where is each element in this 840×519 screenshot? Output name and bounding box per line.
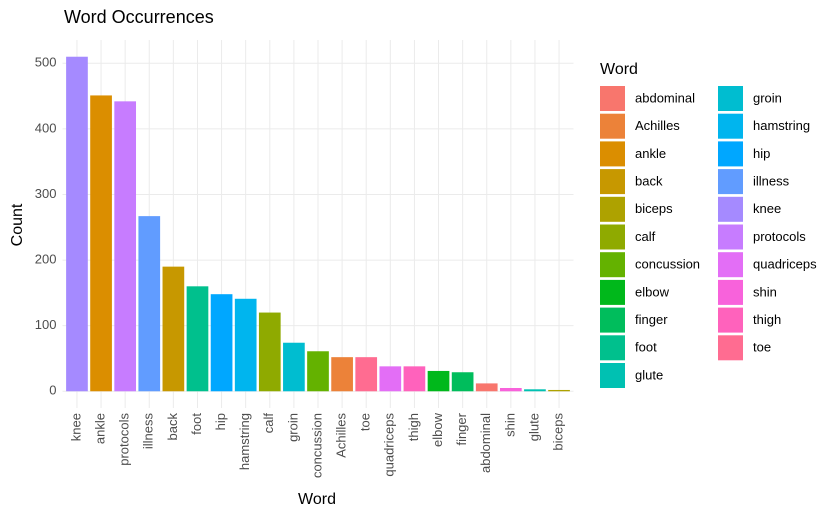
legend-label: finger — [635, 312, 668, 327]
bar — [524, 389, 546, 392]
legend-swatch — [718, 196, 743, 222]
legend-label: ankle — [635, 146, 666, 161]
legend-swatch — [718, 86, 743, 111]
legend-swatch — [600, 169, 625, 195]
legend-swatch — [718, 224, 743, 250]
bar — [427, 370, 450, 392]
x-tick-label: thigh — [406, 413, 421, 441]
legend-title: Word — [600, 61, 638, 78]
x-tick-label: hamstring — [237, 413, 252, 470]
bar — [548, 389, 570, 392]
bar — [475, 383, 498, 392]
x-tick-label: foot — [189, 413, 204, 435]
x-axis-label: Word — [298, 491, 336, 508]
x-tick-label: finger — [454, 412, 469, 445]
x-tick-label: ankle — [93, 413, 108, 444]
legend-swatch — [718, 307, 743, 333]
bar — [283, 342, 305, 392]
legend-swatch — [718, 335, 743, 361]
bar — [379, 366, 402, 392]
bar — [234, 298, 257, 392]
legend-swatch — [600, 224, 625, 250]
bar — [114, 101, 137, 392]
bar — [90, 95, 112, 392]
legend-label: Achilles — [635, 118, 680, 133]
x-tick-label: shin — [502, 413, 517, 437]
legend-label: shin — [753, 284, 777, 299]
legend-label: abdominal — [635, 90, 695, 105]
legend-label: back — [635, 174, 663, 189]
legend-label: illness — [753, 174, 790, 189]
y-tick-label: 0 — [49, 383, 56, 398]
bar — [186, 286, 209, 392]
legend-swatch — [600, 86, 625, 111]
x-tick-label: abdominal — [478, 413, 493, 473]
x-tick-label: knee — [68, 413, 83, 441]
legend-label: knee — [753, 201, 781, 216]
legend-label: hip — [753, 146, 770, 161]
x-tick-label: elbow — [430, 412, 445, 447]
legend-label: quadriceps — [753, 257, 817, 272]
legend-swatch — [600, 279, 625, 305]
x-tick-label: Achilles — [334, 413, 349, 458]
legend-swatch — [718, 169, 743, 195]
legend-swatch — [600, 335, 625, 361]
x-tick-label: quadriceps — [382, 413, 397, 477]
legend-swatch — [600, 252, 625, 278]
bar — [355, 357, 378, 392]
y-tick-label: 300 — [35, 186, 57, 201]
legend-label: toe — [753, 340, 771, 355]
legend-label: elbow — [635, 284, 670, 299]
x-tick-label: protocols — [117, 413, 132, 466]
x-tick-label: toe — [358, 413, 373, 431]
legend-label: foot — [635, 340, 657, 355]
x-tick-label: back — [165, 413, 180, 441]
x-tick-label: illness — [141, 413, 156, 450]
x-tick-label: concussion — [309, 413, 324, 478]
bar — [499, 387, 522, 392]
x-tick-label: hip — [213, 413, 228, 430]
legend-label: calf — [635, 229, 656, 244]
legend-label: hamstring — [753, 118, 810, 133]
y-tick-label: 200 — [35, 252, 57, 267]
legend-swatch — [600, 363, 625, 388]
legend-swatch — [600, 307, 625, 333]
legend-label: concussion — [635, 257, 700, 272]
y-tick-label: 500 — [35, 55, 57, 70]
legend-label: groin — [753, 90, 782, 105]
y-tick-label: 100 — [35, 317, 57, 332]
legend-swatch — [718, 113, 743, 139]
x-tick-label: biceps — [550, 413, 565, 451]
x-tick-label: groin — [285, 413, 300, 442]
legend-swatch — [600, 141, 625, 167]
bar — [331, 357, 353, 392]
bar — [451, 372, 474, 392]
bar — [258, 312, 281, 392]
x-tick-label: glute — [526, 413, 541, 441]
legend-label: biceps — [635, 201, 673, 216]
bar — [210, 294, 233, 392]
legend-label: thigh — [753, 312, 781, 327]
bar — [403, 366, 426, 392]
bar — [307, 351, 329, 392]
bar — [66, 56, 88, 392]
y-axis-label: Count — [9, 203, 26, 246]
legend-swatch — [718, 252, 743, 278]
x-tick-label: calf — [261, 413, 276, 434]
y-tick-label: 400 — [35, 120, 57, 135]
legend-swatch — [600, 113, 625, 139]
legend-swatch — [600, 196, 625, 222]
bar — [162, 266, 185, 392]
legend-label: protocols — [753, 229, 806, 244]
legend-label: glute — [635, 367, 663, 382]
bar — [138, 216, 161, 392]
legend-swatch — [718, 141, 743, 167]
chart-title: Word Occurrences — [64, 7, 214, 27]
legend-swatch — [718, 279, 743, 305]
